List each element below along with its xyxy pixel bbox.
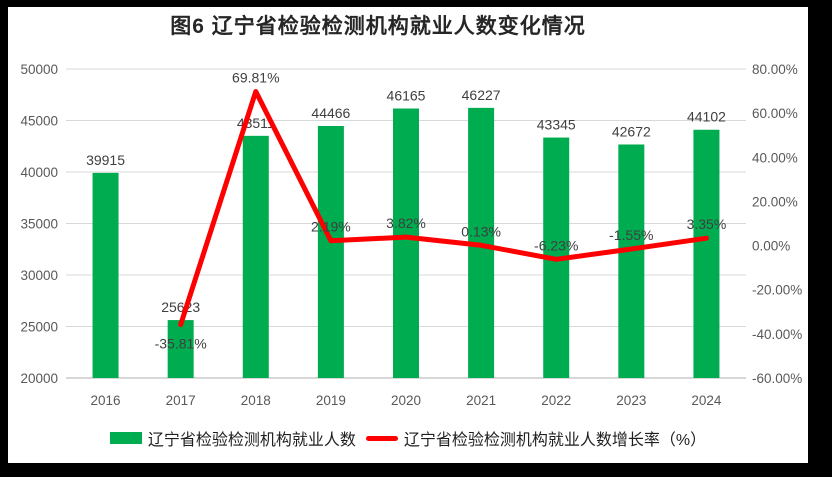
- right-axis-tick-label: 60.00%: [752, 106, 798, 121]
- percent-value-label: 0.13%: [461, 223, 501, 239]
- x-axis-tick-label: 2016: [91, 393, 121, 408]
- right-axis-tick-label: -20.00%: [752, 283, 802, 298]
- legend-bar-swatch-icon: [109, 432, 142, 444]
- legend-line-series-label: 辽宁省检验检测机构就业人数增长率（%）: [403, 432, 707, 449]
- legend-bar-series-label: 辽宁省检验检测机构就业人数: [147, 432, 356, 449]
- legend: 辽宁省检验检测机构就业人数 辽宁省检验检测机构就业人数增长率（%）: [8, 426, 808, 450]
- x-axis-tick-label: 2023: [616, 393, 646, 408]
- bar: [618, 144, 645, 378]
- bar: [393, 108, 419, 379]
- left-axis-tick-label: 45000: [20, 114, 58, 129]
- bar: [92, 172, 119, 378]
- left-axis-tick-label: 20000: [20, 371, 58, 386]
- right-axis-tick-label: -60.00%: [752, 371, 802, 386]
- growth-line: [178, 88, 709, 328]
- x-axis-tick-label: 2019: [316, 393, 346, 408]
- percent-value-label: 69.81%: [232, 69, 279, 85]
- bar: [242, 135, 269, 378]
- bar-value-label: 39915: [86, 152, 125, 168]
- bar-value-label: 42672: [612, 123, 651, 139]
- bar-value-label: 44466: [311, 105, 350, 121]
- percent-value-label: 3.82%: [386, 215, 426, 231]
- legend-line-swatch-icon: [365, 435, 398, 441]
- bar-value-label: 25623: [161, 299, 200, 315]
- left-axis-tick-label: 30000: [20, 268, 58, 283]
- percent-value-label: -6.23%: [534, 237, 578, 253]
- left-axis-tick-label: 50000: [20, 62, 58, 77]
- chart-plot-area: 50000 45000 40000 35000 30000 25000 20000 80.00…: [20, 62, 802, 408]
- chart-title: 图6 辽宁省检验检测机构就业人数变化情况: [170, 15, 586, 38]
- bar-value-label: 43345: [537, 117, 576, 133]
- percent-value-label: 2.19%: [311, 219, 351, 235]
- right-axis-tick-label: 20.00%: [752, 194, 798, 209]
- x-axis-tick-label: 2020: [391, 393, 421, 408]
- right-axis-tick-label: 0.00%: [752, 239, 790, 254]
- bar: [693, 129, 720, 378]
- x-axis-tick-label: 2024: [691, 393, 722, 408]
- left-axis-tick-label: 35000: [20, 217, 58, 232]
- right-axis-tick-label: 80.00%: [752, 62, 798, 77]
- bar-value-label: 46227: [462, 87, 501, 103]
- right-axis-tick-label: -40.00%: [752, 327, 802, 342]
- right-axis-tick-label: 40.00%: [752, 150, 798, 165]
- left-axis-tick-label: 25000: [20, 320, 58, 335]
- left-axis-tick-label: 40000: [20, 165, 58, 180]
- bar-value-label: 46165: [387, 88, 426, 104]
- x-axis-tick-label: 2021: [466, 393, 496, 408]
- percent-value-label: -35.81%: [155, 336, 207, 352]
- percent-value-label: -1.55%: [609, 227, 653, 243]
- chart-canvas: 图6 辽宁省检验检测机构就业人数变化情况 50000 45000 40000 3500…: [8, 7, 808, 463]
- x-axis-tick-label: 2017: [166, 393, 196, 408]
- bar: [167, 320, 194, 378]
- x-axis-tick-label: 2022: [541, 393, 571, 408]
- x-axis-tick-label: 2018: [241, 393, 271, 408]
- bar-value-label: 44102: [687, 109, 726, 125]
- percent-value-label: 3.35%: [687, 216, 727, 232]
- bar: [317, 126, 344, 378]
